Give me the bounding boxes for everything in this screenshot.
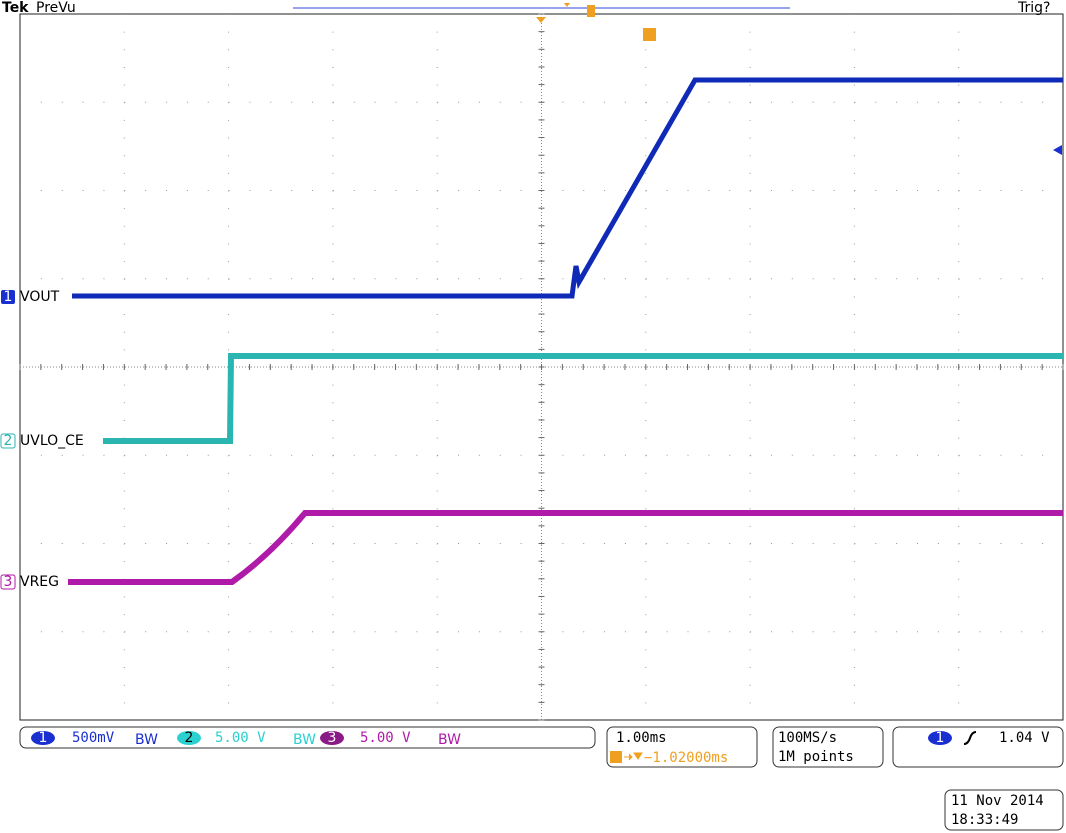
trigger-level-marker [1053,145,1062,155]
ch1-bw: BW [135,732,158,748]
graticule [19,13,1064,721]
timebase-position: −1.02000ms [644,750,728,766]
ch3-marker [0,574,16,590]
trigger-badge [928,731,952,745]
ch3-label: VREG [20,574,59,590]
trigger-status: Trig? [1017,0,1050,16]
trigger-level: 1.04 V [999,730,1050,746]
record-t-marker [587,5,595,17]
ch2-number: 2 [4,433,13,449]
date: 11 Nov 2014 [951,793,1044,809]
timebase-t-icon [610,751,622,763]
acq-panel [772,726,884,768]
ch1-scale: 500mV [72,730,115,746]
record-marker [564,3,570,7]
trigger-t-marker [643,28,656,41]
trigger-panel [892,726,1064,768]
ch1-badge-number: 1 [39,730,48,746]
trigger-source: 1 [936,730,945,746]
ch3-scale: 5.00 V [360,730,411,746]
brand: Tek [2,0,29,16]
ch1-label: VOUT [20,289,60,305]
timebase-arrow [624,752,643,761]
ch2-label: UVLO_CE [20,433,84,449]
timebase-panel [606,726,758,768]
uvlo-trace [103,353,1063,444]
ch2-badge-number: 2 [185,730,194,746]
vreg-trace [68,510,1063,585]
trigger-pos-marker [536,17,546,23]
ch2-scale: 5.00 V [215,730,266,746]
trigger-slope [963,731,977,745]
ch3-badge [320,731,344,745]
ch1-number: 1 [4,289,13,305]
ch1-marker [1,290,15,304]
sample-rate: 100MS/s [778,730,837,746]
ch3-badge-number: 3 [328,730,337,746]
timebase-scale: 1.00ms [616,730,667,746]
ch2-marker [0,433,16,449]
ch2-badge [177,731,201,745]
ch3-number: 3 [4,574,13,590]
ch2-bw: BW [293,732,316,748]
ch3-bw: BW [438,732,461,748]
ch1-badge [31,731,55,745]
mode: PreVu [36,0,76,16]
record-length: 1M points [778,749,854,765]
timestamp-panel [944,789,1064,831]
time: 18:33:49 [951,812,1018,828]
channel-panel [19,726,596,749]
vout-trace [72,77,1063,299]
